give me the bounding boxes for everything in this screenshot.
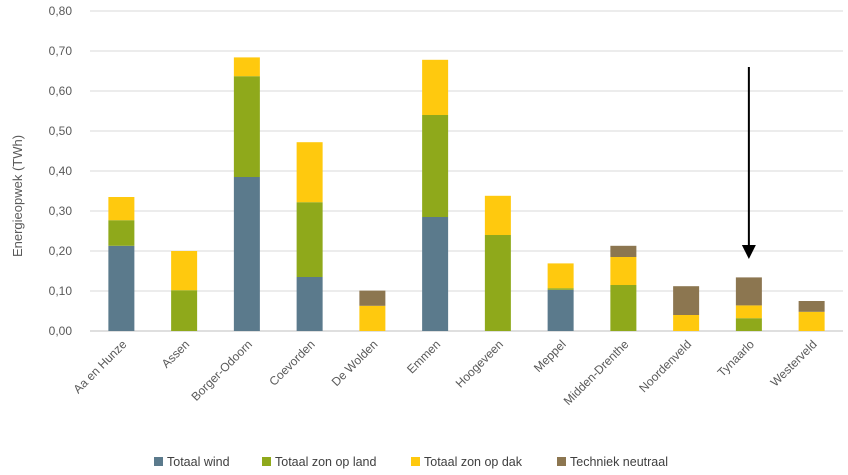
- legend-swatch: [154, 457, 163, 466]
- x-tick-label: Meppel: [531, 337, 569, 375]
- y-tick-label: 0,60: [49, 84, 73, 98]
- gridlines: [90, 10, 843, 332]
- bar-segment: [547, 263, 574, 289]
- bar-segment: [735, 277, 762, 306]
- bar-segment: [296, 142, 323, 203]
- legend: Totaal wind Totaal zon op land Totaal zon …: [154, 455, 668, 469]
- legend-label: Totaal wind: [167, 455, 230, 469]
- legend-label: Techniek neutraal: [570, 455, 668, 469]
- bar-segment: [798, 311, 825, 331]
- legend-swatch: [262, 457, 271, 466]
- bar-segment: [296, 202, 323, 277]
- bar-segment: [484, 195, 511, 235]
- bar-segment: [547, 288, 574, 290]
- legend-item: Totaal zon op land: [262, 455, 377, 469]
- annotation-arrow-head: [741, 245, 756, 259]
- x-tick-label: Coevorden: [266, 337, 317, 388]
- y-tick-label: 0,80: [49, 4, 73, 18]
- bar-segment: [610, 245, 637, 257]
- x-tick-label: Assen: [159, 337, 192, 370]
- bar-segment: [673, 315, 700, 331]
- x-tick-label: Tynaarlo: [715, 337, 758, 380]
- y-tick-label: 0,20: [49, 244, 73, 258]
- legend-item: Techniek neutraal: [557, 455, 668, 469]
- x-tick-label: Westerveld: [768, 337, 820, 389]
- bar-segment: [296, 277, 323, 331]
- legend-item: Totaal wind: [154, 455, 230, 469]
- y-axis-title: Energieopwek (TWh): [10, 135, 25, 257]
- bar-segment: [610, 285, 637, 331]
- bar-segment: [422, 115, 449, 217]
- bar-segment: [233, 57, 260, 77]
- legend-label: Totaal zon op dak: [424, 455, 523, 469]
- y-tick-label: 0,10: [49, 284, 73, 298]
- bar-segment: [108, 245, 135, 331]
- bar-segment: [233, 76, 260, 177]
- legend-swatch: [411, 457, 420, 466]
- bar-segment: [108, 220, 135, 246]
- x-tick-label: Noordenveld: [636, 337, 694, 395]
- bar-segment: [610, 257, 637, 285]
- bar-segment: [484, 235, 511, 331]
- x-tick-label: Midden-Drenthe: [561, 337, 632, 408]
- bar-segment: [673, 286, 700, 315]
- y-tick-label: 0,70: [49, 44, 73, 58]
- bars: [108, 57, 825, 331]
- bar-segment: [171, 290, 198, 331]
- x-tick-label: Borger-Odoorn: [188, 337, 255, 404]
- x-tick-label: De Wolden: [329, 337, 381, 389]
- legend-item: Totaal zon op dak: [411, 455, 523, 469]
- bar-segment: [547, 289, 574, 331]
- x-tick-label: Aa en Hunze: [71, 337, 130, 396]
- y-tick-label: 0,00: [49, 324, 73, 338]
- y-tick-label: 0,50: [49, 124, 73, 138]
- x-tick-label: Emmen: [404, 337, 443, 376]
- annotations: [741, 67, 756, 259]
- bar-segment: [108, 197, 135, 221]
- bar-segment: [359, 290, 386, 306]
- y-tick-label: 0,40: [49, 164, 73, 178]
- x-tick-label: Hoogeveen: [453, 337, 506, 390]
- bar-segment: [233, 177, 260, 331]
- bar-segment: [735, 318, 762, 331]
- bar-segment: [798, 301, 825, 312]
- legend-swatch: [557, 457, 566, 466]
- bar-segment: [422, 217, 449, 331]
- y-axis-ticks: 0,00 0,10 0,20 0,30 0,40 0,50 0,60 0,70 0,80: [49, 4, 73, 338]
- bar-segment: [422, 59, 449, 115]
- y-tick-label: 0,30: [49, 204, 73, 218]
- legend-label: Totaal zon op land: [275, 455, 377, 469]
- bar-segment: [359, 305, 386, 331]
- bar-segment: [735, 305, 762, 319]
- bar-segment: [171, 251, 198, 291]
